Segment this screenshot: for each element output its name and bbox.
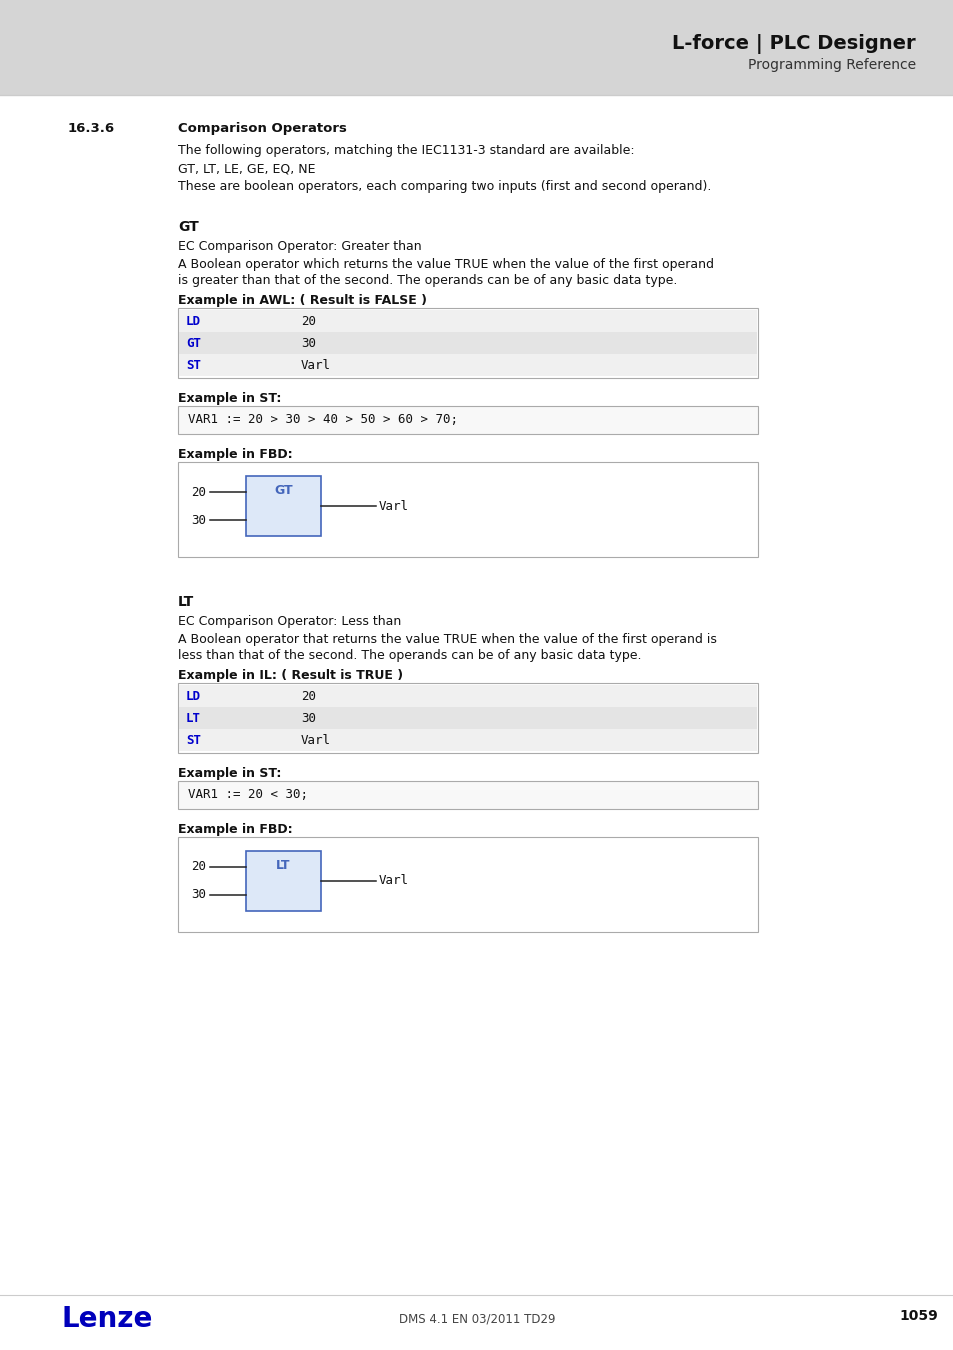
Text: ST: ST [186, 734, 201, 747]
Bar [178, 462, 758, 558]
Text: 20: 20 [191, 486, 206, 498]
Text: GT, LT, LE, GE, EQ, NE: GT, LT, LE, GE, EQ, NE [178, 162, 315, 176]
Text: A Boolean operator that returns the value TRUE when the value of the first opera: A Boolean operator that returns the valu… [178, 633, 716, 647]
Bar [179, 729, 293, 751]
Text: 30: 30 [301, 338, 315, 350]
Text: L-force | PLC Designer: L-force | PLC Designer [672, 34, 915, 54]
Text: LD: LD [186, 315, 201, 328]
Text: Varl: Varl [378, 500, 409, 513]
Bar [178, 782, 758, 809]
Bar [293, 332, 593, 354]
Bar [293, 707, 593, 729]
Text: LD: LD [186, 690, 201, 703]
Bar [593, 707, 757, 729]
Bar [178, 308, 758, 378]
Text: The following operators, matching the IEC1131-3 standard are available:: The following operators, matching the IE… [178, 144, 634, 157]
Text: GT: GT [178, 220, 198, 234]
Text: 20: 20 [301, 690, 315, 703]
Text: Varl: Varl [301, 734, 331, 747]
Text: 30: 30 [301, 711, 315, 725]
Bar [246, 477, 320, 536]
Bar [293, 684, 593, 707]
Text: 16.3.6: 16.3.6 [68, 122, 115, 135]
Text: DMS 4.1 EN 03/2011 TD29: DMS 4.1 EN 03/2011 TD29 [398, 1314, 555, 1326]
Text: GT: GT [274, 485, 293, 497]
Text: EC Comparison Operator: Greater than: EC Comparison Operator: Greater than [178, 240, 421, 252]
Bar [593, 684, 757, 707]
Text: LT: LT [178, 595, 194, 609]
Text: Example in ST:: Example in ST: [178, 392, 281, 405]
Bar [178, 683, 758, 753]
Bar [293, 354, 593, 377]
Bar [179, 332, 293, 354]
Text: LT: LT [276, 859, 291, 872]
Text: EC Comparison Operator: Less than: EC Comparison Operator: Less than [178, 616, 401, 628]
Text: 20: 20 [191, 860, 206, 873]
Text: Comparison Operators: Comparison Operators [178, 122, 347, 135]
Bar [179, 354, 293, 377]
Text: Example in IL: ( Result is TRUE ): Example in IL: ( Result is TRUE ) [178, 670, 403, 682]
Text: Example in ST:: Example in ST: [178, 767, 281, 780]
Bar [179, 310, 293, 332]
Bar [178, 837, 758, 931]
Bar [179, 707, 293, 729]
Text: VAR1 := 20 < 30;: VAR1 := 20 < 30; [188, 788, 308, 801]
Bar [179, 684, 293, 707]
Bar [593, 354, 757, 377]
Text: Lenze: Lenze [62, 1305, 153, 1332]
Text: Varl: Varl [301, 359, 331, 373]
Text: is greater than that of the second. The operands can be of any basic data type.: is greater than that of the second. The … [178, 274, 677, 288]
Text: LT: LT [186, 711, 201, 725]
Bar [593, 729, 757, 751]
Text: GT: GT [186, 338, 201, 350]
Text: less than that of the second. The operands can be of any basic data type.: less than that of the second. The operan… [178, 649, 640, 662]
Text: Programming Reference: Programming Reference [747, 58, 915, 72]
Bar [0, 0, 953, 95]
Bar [293, 729, 593, 751]
Text: Example in FBD:: Example in FBD: [178, 824, 293, 836]
Text: VAR1 := 20 > 30 > 40 > 50 > 60 > 70;: VAR1 := 20 > 30 > 40 > 50 > 60 > 70; [188, 413, 457, 427]
Bar [178, 406, 758, 433]
Text: 1059: 1059 [898, 1310, 937, 1323]
Text: 30: 30 [191, 513, 206, 526]
Text: Varl: Varl [378, 875, 409, 887]
Text: Example in FBD:: Example in FBD: [178, 448, 293, 460]
Bar [593, 332, 757, 354]
Text: 20: 20 [301, 315, 315, 328]
Text: Example in AWL: ( Result is FALSE ): Example in AWL: ( Result is FALSE ) [178, 294, 427, 306]
Text: These are boolean operators, each comparing two inputs (first and second operand: These are boolean operators, each compar… [178, 180, 711, 193]
Text: A Boolean operator which returns the value TRUE when the value of the first oper: A Boolean operator which returns the val… [178, 258, 713, 271]
Bar [246, 850, 320, 911]
Bar [293, 310, 593, 332]
Text: 30: 30 [191, 888, 206, 902]
Text: ST: ST [186, 359, 201, 373]
Bar [593, 310, 757, 332]
